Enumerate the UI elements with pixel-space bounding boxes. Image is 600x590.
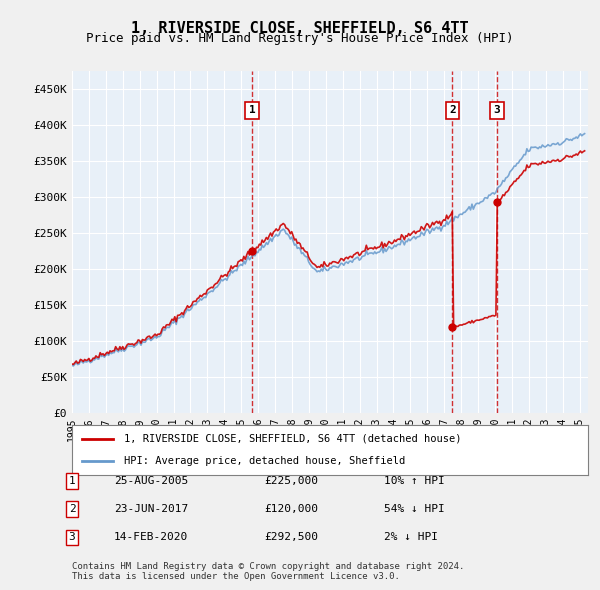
Text: 3: 3 xyxy=(68,533,76,542)
Text: Price paid vs. HM Land Registry's House Price Index (HPI): Price paid vs. HM Land Registry's House … xyxy=(86,32,514,45)
Text: £225,000: £225,000 xyxy=(264,476,318,486)
Text: 54% ↓ HPI: 54% ↓ HPI xyxy=(384,504,445,514)
Text: 3: 3 xyxy=(494,106,500,116)
Text: 14-FEB-2020: 14-FEB-2020 xyxy=(114,533,188,542)
Text: 23-JUN-2017: 23-JUN-2017 xyxy=(114,504,188,514)
Text: 2: 2 xyxy=(449,106,455,116)
Text: 2% ↓ HPI: 2% ↓ HPI xyxy=(384,533,438,542)
Text: £120,000: £120,000 xyxy=(264,504,318,514)
Text: Contains HM Land Registry data © Crown copyright and database right 2024.
This d: Contains HM Land Registry data © Crown c… xyxy=(72,562,464,581)
Text: £292,500: £292,500 xyxy=(264,533,318,542)
Text: 25-AUG-2005: 25-AUG-2005 xyxy=(114,476,188,486)
Text: 1: 1 xyxy=(68,476,76,486)
Text: 1, RIVERSIDE CLOSE, SHEFFIELD, S6 4TT (detached house): 1, RIVERSIDE CLOSE, SHEFFIELD, S6 4TT (d… xyxy=(124,434,461,444)
Text: 10% ↑ HPI: 10% ↑ HPI xyxy=(384,476,445,486)
Text: 1: 1 xyxy=(249,106,256,116)
Text: 1, RIVERSIDE CLOSE, SHEFFIELD, S6 4TT: 1, RIVERSIDE CLOSE, SHEFFIELD, S6 4TT xyxy=(131,21,469,35)
Text: HPI: Average price, detached house, Sheffield: HPI: Average price, detached house, Shef… xyxy=(124,456,405,466)
Text: 2: 2 xyxy=(68,504,76,514)
